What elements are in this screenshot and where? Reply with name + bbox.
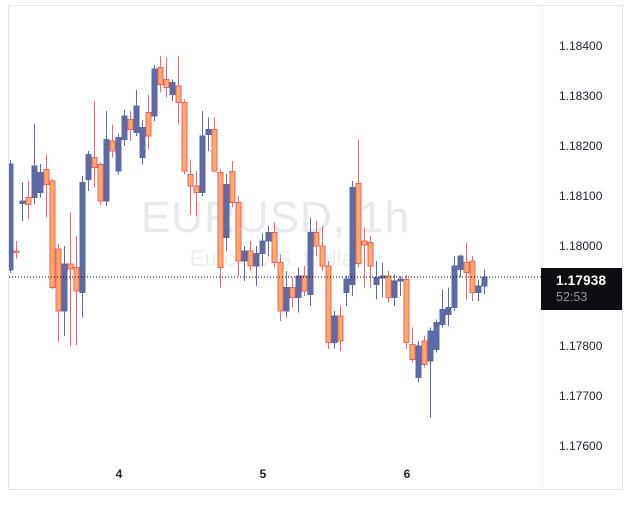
candle-down (187, 159, 194, 215)
candle-up (169, 79, 176, 101)
candle-up (415, 341, 422, 383)
candle-up (265, 226, 272, 256)
price-axis[interactable]: 1.18400 1.18300 1.18200 1.18100 1.18000 1.178… (542, 6, 623, 489)
candle-up (439, 289, 446, 328)
price-axis-label: 1.18000 (559, 239, 603, 253)
candle-up (85, 151, 92, 191)
candle-up (37, 164, 44, 198)
price-axis-label: 1.17800 (559, 339, 603, 353)
candle-down (313, 221, 320, 256)
candle-up (61, 246, 68, 336)
price-axis-label: 1.17700 (559, 389, 603, 403)
time-axis-label: 6 (403, 467, 411, 481)
candle-up (133, 90, 140, 136)
candle-up (241, 246, 248, 281)
time-axis-label: 4 (115, 467, 123, 481)
candle-down (289, 277, 296, 308)
candle-up (373, 261, 380, 300)
candle-up (397, 276, 404, 296)
candle-up (451, 256, 458, 311)
candle-up (151, 65, 158, 121)
candle-down (271, 222, 278, 268)
candle-up (475, 279, 482, 301)
candle-up (223, 174, 230, 251)
candle-down (49, 179, 56, 289)
bar-countdown-timer: 52:53 (556, 290, 588, 304)
candle-down (469, 256, 476, 301)
candle-down (127, 111, 134, 141)
price-axis-label: 1.18300 (559, 89, 603, 103)
candle-up (307, 217, 314, 306)
price-axis-label: 1.18200 (559, 139, 603, 153)
last-price-label: 1.17938 52:53 (541, 268, 622, 310)
candle-down (109, 124, 116, 158)
price-axis-label: 1.17600 (559, 439, 603, 453)
price-axis-label: 1.18400 (559, 39, 603, 53)
candle-down (217, 169, 224, 288)
candle-up (9, 160, 14, 273)
candle-down (463, 242, 470, 300)
candle-up (331, 311, 338, 349)
chart-container: EURUSD, 1h Euro / U.S. Dollar 1.184001.1… (8, 5, 623, 490)
candle-up (253, 246, 260, 286)
candle-up (391, 274, 398, 306)
candle-down (367, 236, 374, 288)
candle-down (277, 254, 284, 321)
candle-up (259, 233, 266, 266)
candle-up (445, 287, 452, 326)
candle-up (31, 124, 38, 204)
candle-down (55, 244, 62, 342)
candle-up (283, 271, 290, 318)
candle-down (73, 236, 80, 345)
candle-up (115, 133, 122, 175)
candle-down (409, 327, 416, 363)
candle-down (235, 196, 242, 276)
candle-down (229, 161, 236, 208)
candle-down (145, 94, 152, 150)
candle-down (337, 306, 344, 351)
candle-down (163, 57, 170, 98)
last-price-value: 1.17938 (556, 273, 607, 288)
candle-up (205, 117, 212, 151)
candle-down (361, 227, 368, 288)
candle-down (181, 99, 188, 175)
candle-up (121, 110, 128, 146)
candle-up (481, 269, 488, 295)
candle-down (157, 56, 164, 93)
time-axis[interactable]: 4 5 6 (9, 461, 542, 489)
time-axis-label: 5 (259, 467, 267, 481)
candle-down (319, 226, 326, 271)
candle-down (355, 139, 362, 268)
candle-up (343, 276, 350, 306)
candle-up (199, 111, 206, 196)
candle-up (139, 120, 146, 165)
candle-down (43, 154, 50, 218)
candle-down (193, 171, 200, 216)
candle-down (403, 275, 410, 349)
candle-down (13, 241, 20, 259)
candle-down (385, 271, 392, 303)
candle-up (457, 254, 464, 278)
candlestick-plot-area[interactable] (9, 6, 622, 489)
candle-up (79, 176, 86, 318)
candle-up (19, 182, 26, 221)
candle-down (211, 117, 218, 173)
candle-down (301, 266, 308, 296)
candle-up (295, 267, 302, 313)
candle-down (91, 101, 98, 188)
candle-down (175, 56, 182, 125)
candle-up (427, 327, 434, 418)
price-axis-label: 1.18100 (559, 189, 603, 203)
candle-up (349, 181, 356, 296)
candle-up (379, 262, 386, 298)
candle-down (247, 241, 254, 271)
candle-down (97, 162, 104, 205)
candle-down (67, 212, 74, 346)
candle-down (421, 336, 428, 368)
candle-down (25, 181, 32, 219)
candle-down (325, 261, 332, 349)
candle-up (433, 319, 440, 353)
candle-up (103, 111, 110, 206)
